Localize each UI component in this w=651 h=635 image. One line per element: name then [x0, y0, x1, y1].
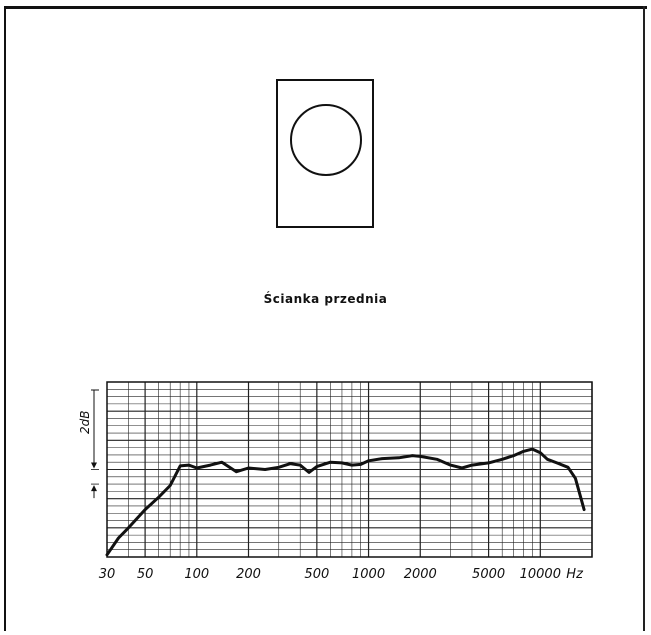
response-point — [556, 462, 558, 464]
x-tick-label: 5000 — [472, 567, 505, 582]
response-point — [449, 464, 452, 466]
response-point — [522, 450, 525, 453]
response-point — [419, 455, 422, 458]
response-point — [299, 464, 302, 466]
response-point — [264, 468, 266, 471]
response-point — [144, 508, 146, 511]
response-point — [308, 471, 310, 474]
response-point — [341, 462, 343, 464]
response-point — [398, 457, 400, 459]
response-point — [512, 454, 515, 457]
response-point — [583, 508, 585, 511]
x-tick-label: 10000 — [520, 567, 561, 582]
speaker-driver-circle — [290, 104, 362, 176]
x-tick-label: 500 — [304, 567, 329, 582]
x-tick-label: 2000 — [404, 567, 437, 582]
response-point — [351, 464, 353, 466]
response-point — [531, 448, 534, 450]
response-point — [188, 464, 190, 466]
response-point — [169, 484, 171, 487]
response-point — [127, 527, 130, 529]
chart-labels: 2dB 30 50 100 200 500 1000 2000 5000 10000 Hz — [78, 411, 584, 582]
response-point — [411, 454, 414, 457]
x-tick-label: 30 — [99, 567, 116, 582]
scale-marker-arrow-down — [91, 462, 97, 469]
x-tick-label: 100 — [184, 567, 209, 582]
response-point — [196, 467, 198, 469]
chart-plot-frame — [106, 381, 593, 558]
response-point — [277, 466, 280, 469]
response-point — [546, 458, 549, 461]
frame-left-border — [4, 6, 6, 631]
response-point — [461, 467, 463, 469]
response-point — [367, 460, 370, 462]
response-point — [106, 554, 108, 556]
response-point — [329, 461, 332, 464]
response-point — [574, 477, 577, 480]
chart-axes — [91, 381, 593, 558]
response-point — [247, 467, 250, 469]
response-point — [179, 465, 181, 467]
x-unit-label: Hz — [566, 567, 584, 582]
response-point — [209, 464, 212, 466]
response-point — [157, 496, 160, 499]
response-curve — [105, 447, 586, 557]
response-point — [221, 461, 223, 464]
scale-marker-label: 2dB — [78, 411, 92, 434]
frame-top-border — [4, 6, 647, 9]
response-point — [539, 451, 542, 454]
response-point — [316, 465, 318, 468]
response-point — [501, 458, 504, 461]
front-panel-diagram — [276, 79, 374, 228]
chart-series — [105, 447, 586, 557]
response-point — [567, 466, 569, 469]
response-point — [487, 462, 490, 464]
response-point — [289, 462, 292, 465]
front-panel-label: Ścianka przednia — [263, 292, 388, 306]
x-tick-label: 200 — [236, 567, 261, 582]
response-point — [471, 464, 473, 466]
response-point — [235, 470, 238, 473]
x-tick-label: 1000 — [352, 567, 385, 582]
x-tick-label: 50 — [137, 567, 154, 582]
response-point — [381, 457, 384, 460]
response-point — [436, 458, 438, 461]
response-point — [359, 463, 362, 466]
response-point — [117, 537, 120, 539]
frame-right-border — [643, 6, 645, 631]
